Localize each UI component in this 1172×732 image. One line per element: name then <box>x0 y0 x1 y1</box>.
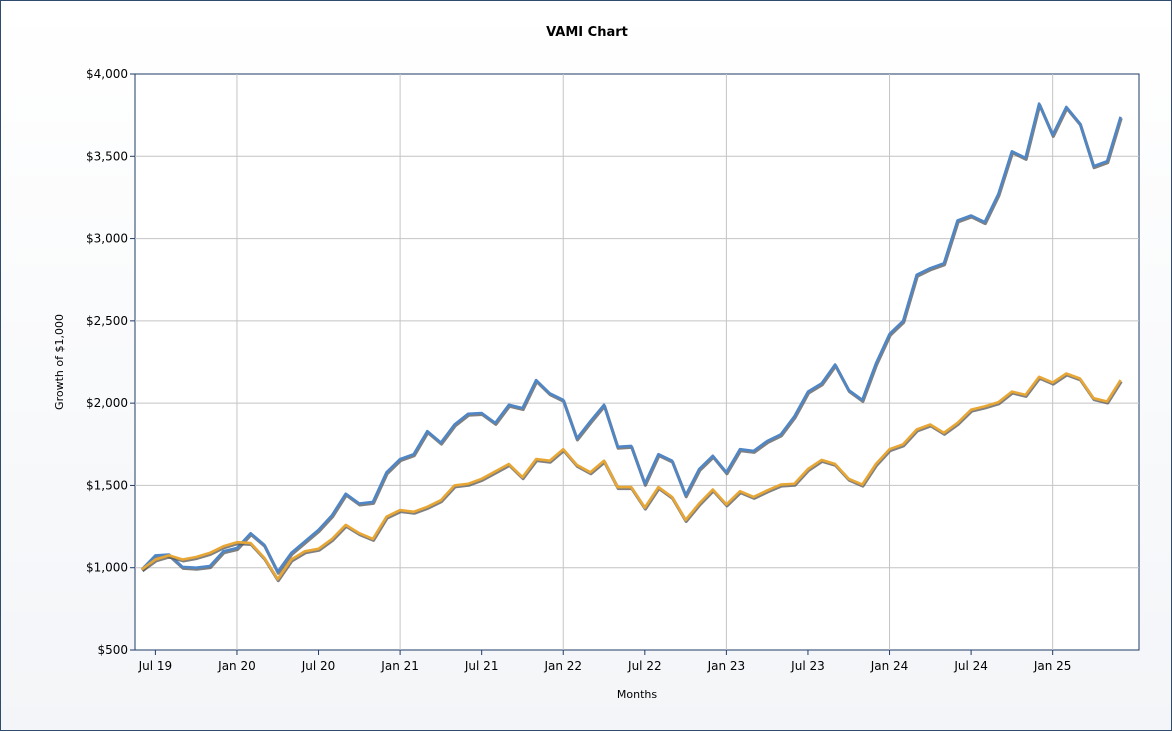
y-tick-label: $3,000 <box>86 232 128 246</box>
x-tick-label: Jan 23 <box>707 659 746 673</box>
axis-labels: $500 $1,000 $1,500 $2,000 $2,500 $3,000 $3,500… <box>86 67 1071 673</box>
x-tick-label: Jan 20 <box>217 659 256 673</box>
y-axis-title: Growth of $1,000 <box>53 314 66 410</box>
y-tick-label: $4,000 <box>86 67 128 81</box>
x-tick-label: Jul 21 <box>464 659 499 673</box>
series-lines <box>140 102 1123 583</box>
chart-title: VAMI Chart <box>546 25 628 40</box>
x-tick-label: Jan 25 <box>1033 659 1072 673</box>
x-axis-title: Months <box>617 688 657 701</box>
x-tick-label: Jan 22 <box>543 659 582 673</box>
x-tick-label: Jul 20 <box>301 659 336 673</box>
x-tick-label: Jan 24 <box>870 659 909 673</box>
series-1-line <box>140 102 1122 574</box>
y-tick-label: $1,500 <box>86 478 128 492</box>
x-tick-label: Jan 21 <box>380 659 419 673</box>
x-tick-label: Jul 19 <box>138 659 173 673</box>
axis-ticks <box>130 73 1054 655</box>
y-tick-label: $3,500 <box>86 149 128 163</box>
y-tick-label: $2,500 <box>86 314 128 328</box>
x-tick-label: Jul 23 <box>790 659 825 673</box>
y-tick-label: $500 <box>97 643 128 657</box>
x-tick-label: Jul 22 <box>627 659 662 673</box>
y-tick-label: $1,000 <box>86 561 128 575</box>
series-2-line <box>141 372 1122 581</box>
grid-lines <box>135 74 1139 650</box>
x-tick-label: Jul 24 <box>953 659 988 673</box>
y-tick-label: $2,000 <box>86 396 128 410</box>
